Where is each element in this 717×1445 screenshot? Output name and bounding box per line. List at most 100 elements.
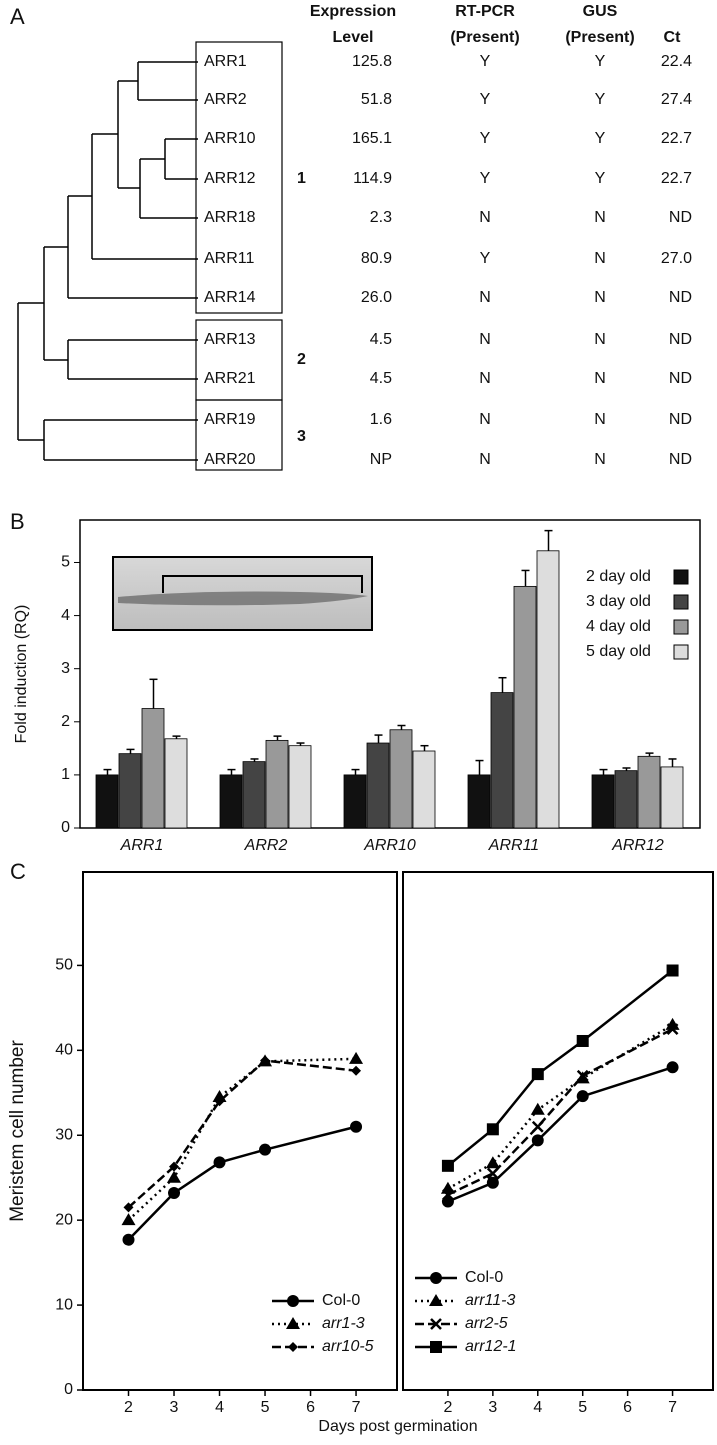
- table-cell: N: [479, 331, 491, 348]
- series-line: [447, 1027, 674, 1196]
- legend-marker: [287, 1295, 299, 1307]
- column-header: (Present): [565, 29, 634, 46]
- marker: [167, 1170, 182, 1183]
- gene-label: ARR11: [204, 250, 254, 267]
- gene-label: ARR12: [204, 170, 256, 187]
- marker: [531, 1068, 544, 1081]
- panel-label: A: [10, 4, 25, 29]
- y-tick-label: 20: [55, 1211, 73, 1228]
- bar: [118, 753, 142, 829]
- group-label: 3: [297, 428, 306, 445]
- marker: [531, 1120, 544, 1133]
- table-cell: N: [479, 209, 491, 226]
- panel-label: B: [10, 509, 25, 534]
- table-cell: ND: [669, 289, 692, 306]
- x-tick-label: 2: [443, 1399, 452, 1416]
- table-cell: Y: [480, 53, 491, 70]
- x-tick-label: ARR10: [363, 837, 416, 854]
- legend-label: Col-0: [465, 1269, 503, 1286]
- marker: [350, 1120, 363, 1133]
- bar: [536, 550, 560, 829]
- y-tick-label: 3: [61, 660, 70, 677]
- table-cell: N: [479, 289, 491, 306]
- legend-label: arr1-3: [322, 1315, 365, 1332]
- gene-label: ARR18: [204, 209, 256, 226]
- table-cell: Y: [595, 91, 606, 108]
- table-cell: 125.8: [352, 53, 392, 70]
- table-cell: N: [594, 370, 606, 387]
- marker: [214, 1096, 225, 1107]
- table-cell: 22.7: [661, 130, 692, 147]
- table-cell: Y: [595, 170, 606, 187]
- x-tick-label: ARR2: [244, 837, 288, 854]
- x-tick-label: 7: [352, 1399, 361, 1416]
- legend-label: arr12-1: [465, 1338, 517, 1355]
- legend-marker: [429, 1294, 443, 1306]
- marker: [122, 1233, 135, 1246]
- table-cell: 27.4: [661, 91, 692, 108]
- bar: [242, 761, 266, 829]
- x-axis-label: Days post germination: [318, 1418, 477, 1435]
- marker: [576, 1069, 589, 1082]
- table-cell: ND: [669, 331, 692, 348]
- y-tick-label: 50: [55, 957, 73, 974]
- y-tick-label: 30: [55, 1126, 73, 1143]
- legend-marker: [430, 1341, 442, 1353]
- table-cell: ND: [669, 209, 692, 226]
- bar: [591, 774, 615, 829]
- marker: [666, 1023, 679, 1035]
- marker: [576, 1034, 589, 1047]
- table-cell: Y: [595, 53, 606, 70]
- gene-label: ARR14: [204, 289, 256, 306]
- table-cell: Y: [480, 250, 491, 267]
- column-header: GUS: [583, 3, 618, 20]
- group-box: [195, 399, 283, 471]
- table-cell: N: [594, 331, 606, 348]
- x-tick-label: 4: [215, 1399, 224, 1416]
- marker: [666, 1061, 679, 1074]
- legend-label: 5 day old: [586, 643, 651, 660]
- column-header: Level: [333, 29, 374, 46]
- table-cell: ND: [669, 451, 692, 468]
- legend-label: arr2-5: [465, 1315, 508, 1332]
- bar: [343, 774, 367, 829]
- marker: [486, 1167, 499, 1180]
- legend-swatch: [673, 619, 689, 635]
- bar: [219, 774, 243, 829]
- table-cell: 22.7: [661, 170, 692, 187]
- marker: [441, 1159, 454, 1172]
- table-cell: N: [479, 370, 491, 387]
- column-header: RT-PCR: [455, 3, 515, 20]
- plot-frame: [82, 871, 398, 1391]
- series-line: [447, 969, 674, 1167]
- table-cell: N: [594, 209, 606, 226]
- marker: [576, 1090, 589, 1103]
- y-tick-label: 0: [61, 819, 70, 836]
- series-line: [447, 1023, 674, 1190]
- legend-marker: [430, 1318, 442, 1330]
- table-cell: N: [594, 411, 606, 428]
- marker: [121, 1213, 136, 1226]
- table-cell: 22.4: [661, 53, 692, 70]
- x-tick-label: 3: [488, 1399, 497, 1416]
- x-tick-label: ARR11: [488, 837, 539, 854]
- table-cell: 80.9: [361, 250, 392, 267]
- table-cell: 27.0: [661, 250, 692, 267]
- y-tick-label: 2: [61, 713, 70, 730]
- marker: [530, 1102, 545, 1115]
- gene-label: ARR21: [204, 370, 256, 387]
- table-cell: 4.5: [370, 331, 392, 348]
- table-cell: 1.6: [370, 411, 392, 428]
- y-tick-label: 1: [61, 766, 70, 783]
- gene-label: ARR2: [204, 91, 247, 108]
- marker: [531, 1134, 544, 1147]
- x-tick-label: 7: [668, 1399, 677, 1416]
- gene-label: ARR10: [204, 130, 256, 147]
- legend-swatch: [673, 644, 689, 660]
- legend-swatch: [673, 594, 689, 610]
- bar: [490, 692, 514, 829]
- bar: [366, 742, 390, 829]
- series-line: [127, 1125, 357, 1241]
- table-cell: N: [479, 411, 491, 428]
